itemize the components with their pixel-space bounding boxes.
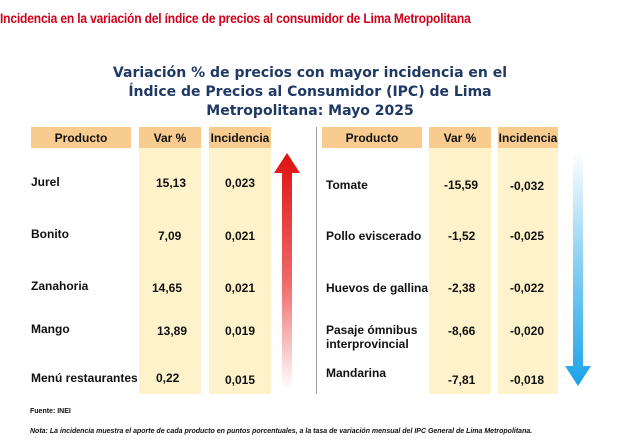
right-row-2-incidence: -0,025 — [510, 229, 545, 243]
left-row-3-product: Zanahoria — [31, 279, 89, 293]
right-row-4-var: -8,66 — [448, 324, 476, 338]
down-arrow-icon — [565, 153, 591, 386]
right-row-1-product: Tomate — [326, 178, 368, 192]
title-line-1: Variación % de precios con mayor inciden… — [112, 65, 508, 81]
left-var-column — [139, 148, 201, 394]
page-heading: Incidencia en la variación del índice de… — [0, 10, 471, 26]
right-header-product: Producto — [322, 127, 422, 148]
right-row-3-incidence: -0,022 — [510, 281, 545, 295]
title-line-3: Metropolitana: Mayo 2025 — [206, 103, 414, 119]
left-row-4-product: Mango — [31, 322, 70, 336]
table-title: Variación % de precios con mayor inciden… — [90, 64, 530, 121]
left-row-3-incidence: 0,021 — [225, 281, 256, 295]
left-row-4-var: 13,89 — [157, 324, 188, 338]
right-row-1-incidence: -0,032 — [510, 179, 545, 193]
right-row-5-incidence: -0,018 — [510, 373, 545, 387]
left-row-2-incidence: 0,021 — [225, 229, 256, 243]
right-header-var: Var % — [429, 127, 491, 148]
left-row-1-incidence: 0,023 — [225, 176, 256, 190]
left-row-5-var: 0,22 — [156, 371, 180, 385]
right-row-4-product: Pasaje ómnibus interprovincial — [326, 323, 418, 351]
footnote: Nota: La incidencia muestra el aporte de… — [30, 428, 533, 435]
left-row-1-var: 15,13 — [156, 176, 187, 190]
right-row-1-var: -15,59 — [444, 178, 479, 192]
up-arrow-icon — [274, 153, 300, 389]
right-row-3-product: Huevos de gallina — [326, 281, 429, 295]
right-row-2-product: Pollo eviscerado — [326, 229, 422, 243]
source-text: Fuente: INEI — [30, 408, 71, 415]
left-header-var: Var % — [139, 127, 201, 148]
left-row-2-var: 7,09 — [158, 229, 182, 243]
left-header-product: Producto — [31, 127, 131, 148]
right-header-incidence: Incidencia — [498, 127, 558, 148]
title-line-2: Índice de Precios al Consumidor (IPC) de… — [128, 84, 492, 100]
right-row-5-product: Mandarina — [326, 366, 387, 380]
left-header-incidence: Incidencia — [209, 127, 271, 148]
left-row-2-product: Bonito — [31, 227, 69, 241]
left-row-1-product: Jurel — [31, 175, 60, 189]
right-incidence-column — [498, 148, 558, 394]
left-row-5-incidence: 0,015 — [225, 373, 256, 387]
left-row-5-product: Menú restaurantes — [31, 371, 138, 385]
right-row-3-var: -2,38 — [448, 281, 476, 295]
right-row-2-var: -1,52 — [448, 229, 476, 243]
column-divider — [316, 127, 317, 394]
right-row-5-var: -7,81 — [448, 373, 476, 387]
right-row-4-incidence: -0,020 — [510, 324, 545, 338]
right-var-column — [429, 148, 491, 394]
left-row-3-var: 14,65 — [152, 281, 183, 295]
left-incidence-column — [209, 148, 271, 394]
left-row-4-incidence: 0,019 — [225, 324, 256, 338]
